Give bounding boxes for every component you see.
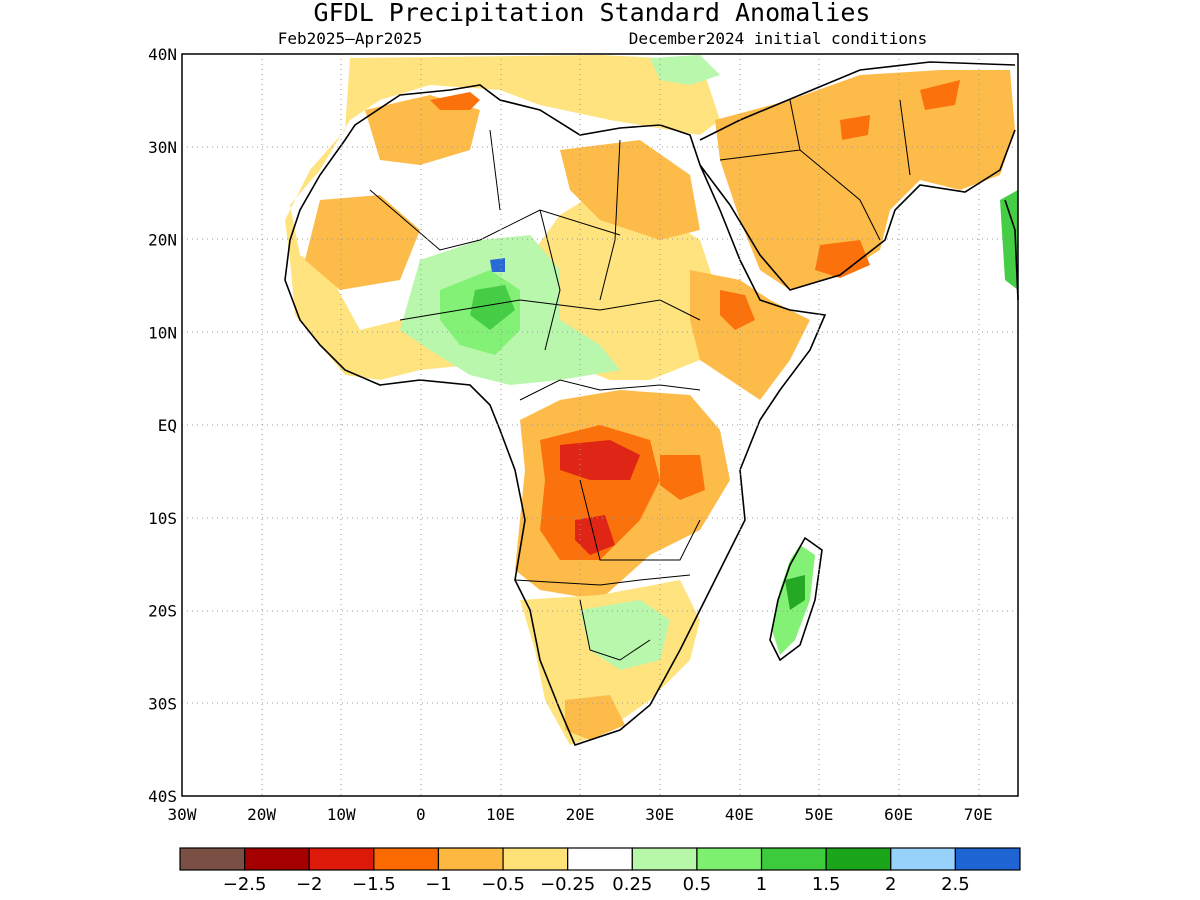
shade-iran-dark bbox=[920, 80, 960, 110]
colorbar-tick-label: 1 bbox=[756, 874, 767, 895]
shade-maghreb-orange bbox=[365, 95, 480, 165]
shade-nigeria-mid-green bbox=[470, 285, 515, 330]
shade-arabia-orange bbox=[715, 70, 1015, 290]
shade-niger-blue bbox=[490, 258, 505, 272]
colorbar-swatch bbox=[437, 847, 504, 871]
shade-yemen-dark bbox=[815, 240, 870, 278]
lat-tick-label: 30S bbox=[148, 694, 177, 713]
lat-tick-label: 10N bbox=[148, 323, 177, 342]
lat-tick-label: 20N bbox=[148, 231, 177, 250]
colorbar-tick-label: 0.5 bbox=[683, 874, 712, 895]
colorbar-tick-label: −2.5 bbox=[223, 874, 267, 895]
coastlines bbox=[284, 61, 1019, 746]
lat-tick-label: 20S bbox=[148, 602, 177, 621]
colorbar-tick-label: −1 bbox=[425, 874, 452, 895]
map-subtitle-initial-conditions: December2024 initial conditions bbox=[629, 29, 928, 48]
colorbar-swatch bbox=[244, 847, 310, 871]
lat-tick-label: 40N bbox=[148, 45, 177, 64]
border-central bbox=[519, 379, 701, 561]
lat-tick-label: EQ bbox=[158, 416, 177, 435]
lon-tick-label: 30W bbox=[168, 805, 197, 824]
map-frame bbox=[181, 53, 1019, 797]
colorbar-tick-label: −0.5 bbox=[481, 874, 525, 895]
colorbar-swatch bbox=[308, 847, 375, 871]
colorbar-tick-label: 1.5 bbox=[812, 874, 841, 895]
shade-north-africa-light bbox=[285, 55, 720, 380]
lon-tick-label: 30E bbox=[645, 805, 674, 824]
colorbar-labels: −2.5 −2 −1.5 −1 −0.5 −0.25 0.25 0.5 1 1.5 2 2.5 bbox=[223, 874, 970, 895]
shade-madagascar-dark-green bbox=[785, 575, 805, 610]
colorbar-swatch bbox=[890, 847, 956, 871]
country-borders bbox=[369, 99, 911, 661]
lon-tick-label: 0 bbox=[416, 805, 426, 824]
lon-tick-label: 20E bbox=[566, 805, 595, 824]
shade-west-sahara-orange bbox=[305, 195, 420, 290]
colorbar-swatch bbox=[373, 847, 440, 871]
shade-tanzania-dark-orange bbox=[660, 455, 705, 500]
latitude-axis: 40N 30N 20N 10N EQ 10S 20S 30S 40S bbox=[148, 45, 177, 806]
africa-coastline bbox=[284, 84, 827, 746]
colorbar-tick-label: 2.5 bbox=[941, 874, 970, 895]
india-coastline bbox=[1004, 199, 1019, 301]
colorbar-tick-label: −2 bbox=[296, 874, 323, 895]
shade-cape-orange bbox=[565, 695, 625, 740]
colorbar-swatch bbox=[631, 847, 698, 871]
middle-east-coastline bbox=[699, 61, 1016, 291]
colorbar-tick-label: 2 bbox=[885, 874, 896, 895]
anomaly-shading bbox=[285, 55, 1018, 745]
colorbar-swatch bbox=[179, 847, 246, 871]
shade-ethiopia-dark bbox=[720, 290, 755, 330]
shade-india-green bbox=[1000, 190, 1018, 290]
shade-iraq-dark bbox=[840, 115, 870, 140]
map-subtitle-period: Feb2025–Apr2025 bbox=[278, 29, 423, 48]
lat-tick-label: 40S bbox=[148, 787, 177, 806]
border-sahel bbox=[399, 299, 701, 321]
shade-turkey-green bbox=[650, 55, 720, 85]
map-plot-area bbox=[181, 53, 1019, 797]
map-title: GFDL Precipitation Standard Anomalies bbox=[314, 0, 871, 27]
border-north-central bbox=[489, 129, 621, 351]
colorbar-swatch bbox=[760, 847, 827, 871]
lon-tick-label: 70E bbox=[964, 805, 993, 824]
lon-tick-label: 60E bbox=[884, 805, 913, 824]
colorbar-swatch bbox=[954, 847, 1021, 871]
lon-tick-label: 10E bbox=[486, 805, 515, 824]
lat-tick-label: 10S bbox=[148, 509, 177, 528]
lon-tick-label: 40E bbox=[725, 805, 754, 824]
madagascar-coastline bbox=[769, 536, 823, 662]
colorbar-tick-label: −0.25 bbox=[540, 874, 595, 895]
colorbar-swatch bbox=[502, 847, 569, 871]
colorbar bbox=[179, 847, 1021, 871]
border-southern bbox=[514, 574, 691, 661]
colorbar-tick-label: 0.25 bbox=[612, 874, 652, 895]
border-middle-east bbox=[719, 99, 911, 241]
lon-tick-label: 20W bbox=[247, 805, 276, 824]
lon-tick-label: 50E bbox=[804, 805, 833, 824]
shade-libya-egypt-orange bbox=[560, 140, 700, 240]
shade-angola-zambia-red bbox=[575, 515, 615, 555]
longitude-axis: 30W 20W 10W 0 10E 20E 30E 40E 50E 60E 70E bbox=[168, 805, 993, 824]
border-sahara bbox=[369, 189, 621, 251]
lat-tick-label: 30N bbox=[148, 138, 177, 157]
colorbar-swatch bbox=[696, 847, 763, 871]
shade-botswana-green bbox=[580, 600, 670, 670]
colorbar-swatch bbox=[567, 847, 633, 871]
lon-tick-label: 10W bbox=[327, 805, 356, 824]
colorbar-tick-label: −1.5 bbox=[352, 874, 396, 895]
shade-tunisia-dark bbox=[430, 92, 480, 110]
gridlines bbox=[182, 54, 1018, 796]
colorbar-swatch bbox=[825, 847, 892, 871]
